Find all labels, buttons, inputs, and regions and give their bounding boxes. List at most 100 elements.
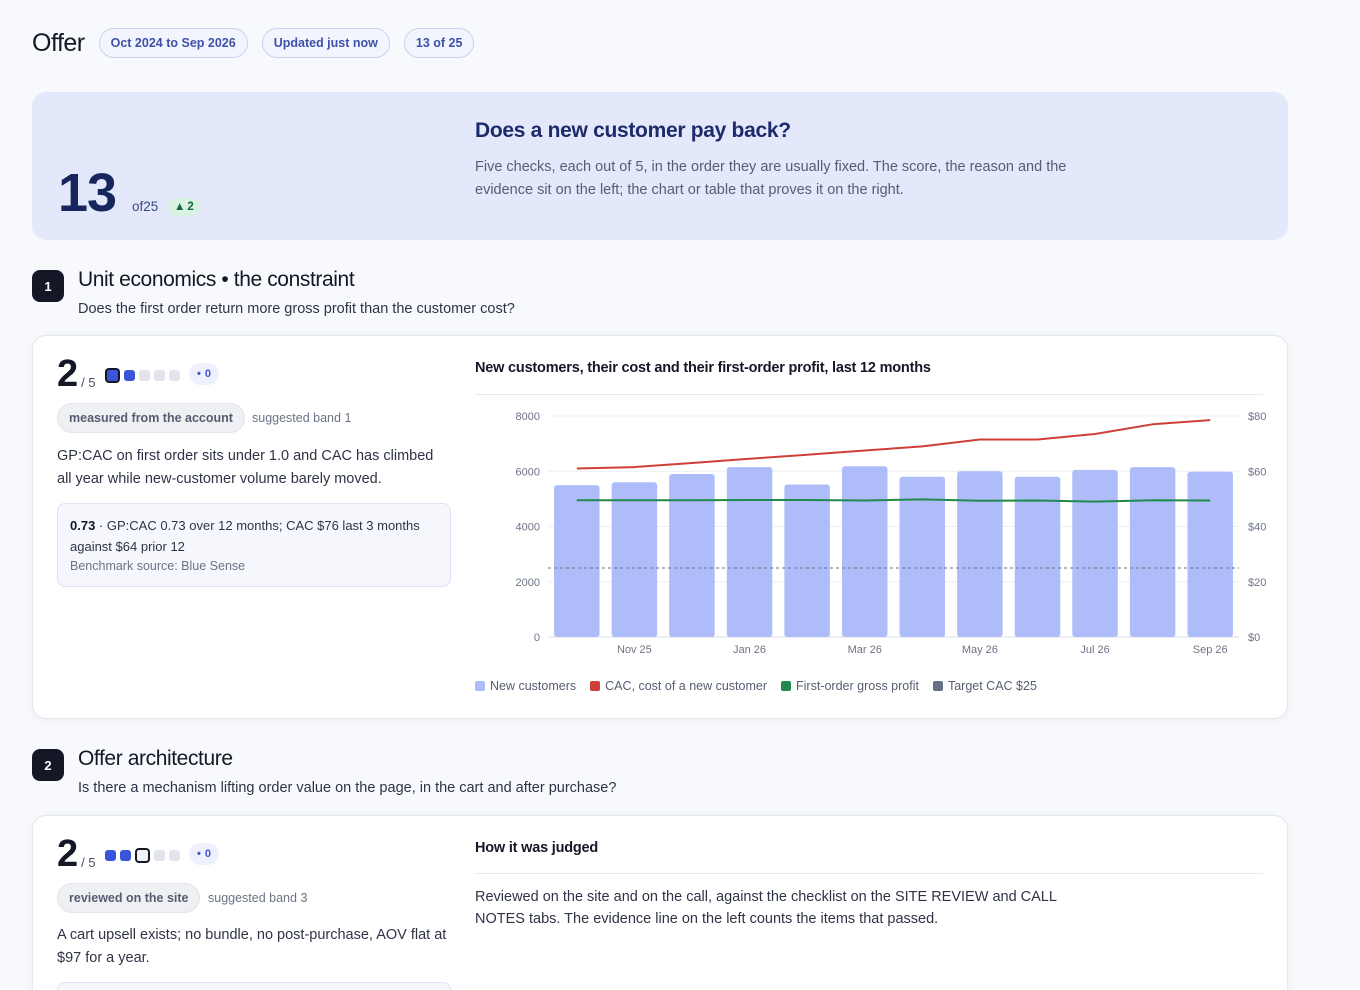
score-dot[interactable] [105,850,116,861]
legend-swatch [590,681,601,691]
bullet-icon: • [197,848,201,860]
updated-pill[interactable]: Updated just now [261,28,390,58]
legend-item[interactable]: CAC, cost of a new customer [590,679,767,693]
score-change-value: 0 [204,848,211,860]
y-tick-label-left: 2000 [516,577,540,589]
section-number: 2 [32,749,64,781]
section-score: 2 / 5 [57,834,96,874]
gross-profit-line [576,498,1211,503]
page-title: Offer [32,28,85,57]
source-tag: measured from the account [57,403,245,433]
combo-chart: 0 $0 2000 $20 4000 $40 6000 $60 8000 $80 Nov 25 Jan… [516,411,1267,656]
cac-line [576,419,1211,470]
bar [669,474,715,637]
chart-divider [475,394,1263,395]
legend-swatch [781,681,792,691]
offer-architecture-card: 2 / 5 • 0 reviewed on the site suggested … [32,815,1288,990]
x-tick-label: Nov 25 [617,644,652,656]
bar [726,467,773,637]
y-tick-label-right: $20 [1248,577,1266,589]
y-tick-label-left: 6000 [516,466,540,478]
bar [1072,469,1118,637]
score-value: 2 [57,833,79,875]
score-dot[interactable] [120,850,131,861]
bar [1187,471,1233,637]
score-denominator: / 5 [81,855,96,870]
score-pill[interactable]: 13 of 25 [403,28,475,58]
section-subtitle: Does the first order return more gross p… [78,301,515,317]
x-tick-label: Jul 26 [1080,644,1109,656]
section-number: 1 [32,270,64,302]
panel-text: Reviewed on the site and on the call, ag… [475,889,1057,927]
total-score: 13 [58,163,117,223]
up-triangle-icon: ▲ [174,201,186,213]
score-dot[interactable] [105,368,120,383]
x-tick-label: Mar 26 [848,644,882,656]
bar [611,482,658,637]
summary-hero: 13 of25 ▲ 2 Does a new customer pay back?… [32,92,1288,240]
score-dot[interactable] [124,370,135,381]
top-bar: Offer Oct 2024 to Sep 2026 Updated just … [32,28,475,58]
evidence-box [57,982,451,990]
score-change-badge: • 0 [189,843,219,865]
score-dots[interactable] [105,848,180,863]
x-tick-label: Jan 26 [733,644,766,656]
evidence-text: GP:CAC 0.73 over 12 months; CAC $76 last… [70,518,420,554]
score-change-badge: • 0 [189,363,219,385]
bar [841,466,888,637]
hero-heading: Does a new customer pay back? [475,119,791,142]
y-tick-label-right: $80 [1248,411,1266,423]
legend-swatch [932,681,943,691]
legend-item[interactable]: New customers [475,679,576,693]
bullet-icon: • [197,368,201,380]
bar [1129,467,1176,637]
bar [1014,476,1061,637]
section-title: Unit economics • the constraint [78,268,355,291]
bar [899,476,946,637]
legend-item[interactable]: Target CAC $25 [932,679,1037,693]
hero-description: Five checks, each out of 5, in the order… [475,159,1067,198]
score-dot[interactable] [139,370,150,381]
section-subtitle: Is there a mechanism lifting order value… [78,780,617,796]
section-description: GP:CAC on first order sits under 1.0 and… [57,448,434,487]
bar [957,471,1003,637]
section-description: A cart upsell exists; no bundle, no post… [57,927,447,966]
chart-legend: New customers CAC, cost of a new customer… [475,679,1037,693]
y-tick-label-left: 4000 [516,522,540,534]
unit-economics-card: 2 / 5 • 0 measured from the account sugge… [32,335,1288,719]
score-delta-badge: ▲ 2 [168,198,200,216]
score-dot[interactable] [169,850,180,861]
total-score-denominator: of25 [132,199,159,214]
score-dots[interactable] [105,368,180,383]
y-tick-label-right: $40 [1248,522,1266,534]
legend-item[interactable]: First-order gross profit [781,679,919,693]
score-denominator: / 5 [81,375,96,390]
y-tick-label-right: $0 [1248,632,1260,644]
x-tick-label: Sep 26 [1193,644,1228,656]
source-tag: reviewed on the site [57,883,201,913]
suggested-band: suggested band 3 [208,891,308,905]
score-dot[interactable] [135,848,150,863]
x-tick-label: May 26 [962,644,998,656]
legend-swatch [475,681,485,691]
section-title: Offer architecture [78,747,233,770]
bar [554,485,600,637]
score-change-value: 0 [204,368,211,380]
score-dot[interactable] [154,850,165,861]
evidence-value: 0.73 [70,518,96,533]
date-range-pill[interactable]: Oct 2024 to Sep 2026 [98,28,248,58]
score-delta-value: 2 [187,201,194,213]
legend-label: New customers [490,679,577,693]
evidence-box: 0.73 · GP:CAC 0.73 over 12 months; CAC $… [57,503,451,587]
y-tick-label-left: 0 [534,632,540,644]
legend-label: First-order gross profit [796,679,919,693]
evidence-line: 0.73 · GP:CAC 0.73 over 12 months; CAC $… [70,518,420,554]
score-dot[interactable] [154,370,165,381]
chart-title: New customers, their cost and their firs… [475,360,931,376]
y-tick-label-left: 8000 [516,411,540,423]
bar [784,484,830,637]
legend-label: Target CAC $25 [947,679,1037,693]
panel-divider [475,873,1263,874]
score-dot[interactable] [169,370,180,381]
